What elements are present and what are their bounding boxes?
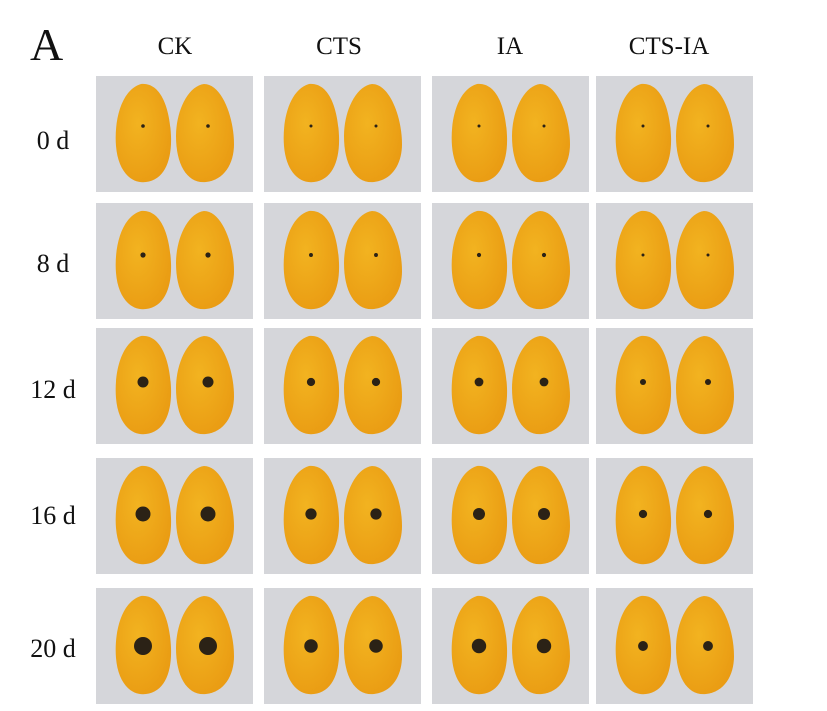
column-header-cts-ia: CTS-IA (628, 33, 710, 60)
mango-photo (432, 458, 589, 574)
mango-photo (264, 328, 421, 444)
mango-photo (264, 203, 421, 319)
mango-photo (596, 203, 753, 319)
mango-photo (96, 458, 253, 574)
row-label-20d: 20 d (30, 634, 76, 663)
mango-photo (596, 458, 753, 574)
mango-photo (96, 588, 253, 704)
panel-letter: A (30, 19, 64, 70)
mango-photo (264, 76, 421, 192)
row-label-8d: 8 d (36, 249, 70, 278)
mango-photo (432, 328, 589, 444)
mango-photo (96, 76, 253, 192)
mango-photo (596, 588, 753, 704)
mango-photo (96, 328, 253, 444)
mango-photo (264, 458, 421, 574)
mango-photo (264, 588, 421, 704)
row-label-0d: 0 d (36, 126, 70, 155)
row-label-12d: 12 d (30, 375, 76, 404)
column-header-ia: IA (496, 33, 524, 60)
mango-photo (596, 76, 753, 192)
column-header-cts: CTS (316, 33, 362, 60)
mango-photo (96, 203, 253, 319)
row-label-16d: 16 d (30, 501, 76, 530)
mango-photo (432, 588, 589, 704)
mango-photo (596, 328, 753, 444)
mango-photo (432, 203, 589, 319)
column-header-ck: CK (157, 33, 193, 60)
mango-photo (432, 76, 589, 192)
